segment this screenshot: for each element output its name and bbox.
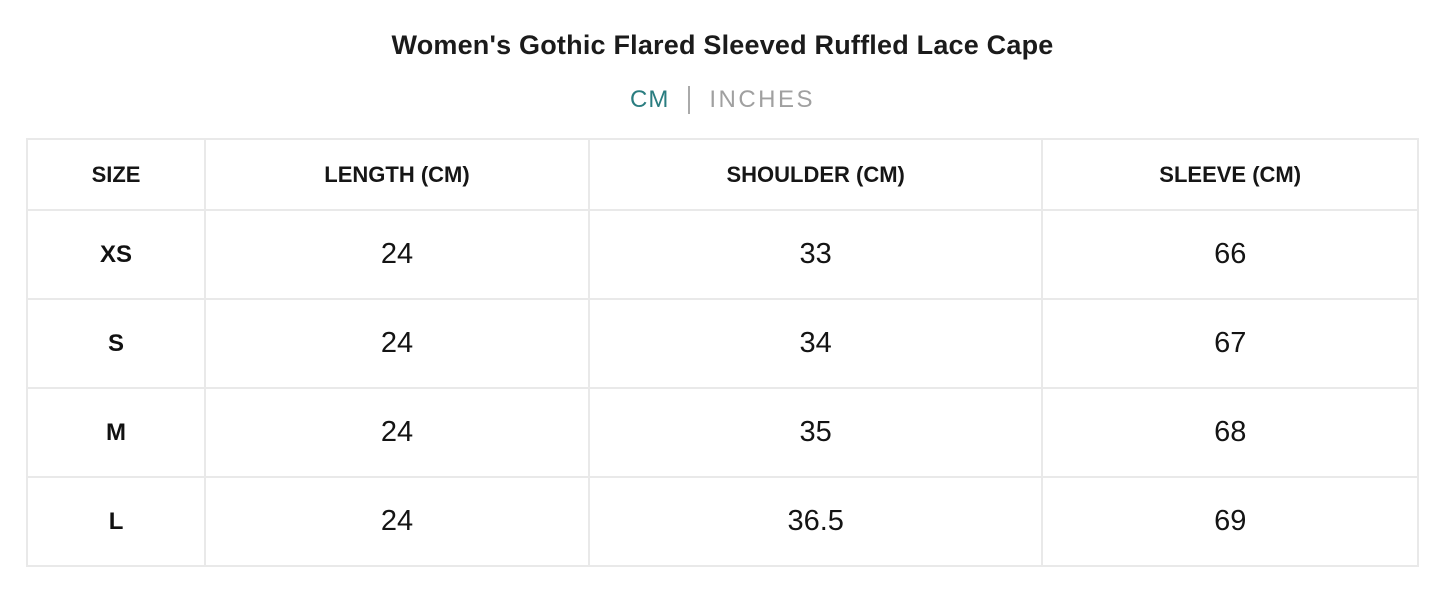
table-row: XS 24 33 66: [25, 209, 1419, 300]
length-value: 24: [204, 298, 590, 389]
size-label: S: [25, 298, 207, 389]
sleeve-value: 68: [1041, 387, 1419, 478]
column-header-length: LENGTH (CM): [204, 138, 590, 211]
length-value: 24: [204, 387, 590, 478]
length-value: 24: [204, 209, 590, 300]
table-row: L 24 36.5 69: [25, 476, 1419, 567]
size-chart-table-container: SIZE LENGTH (CM) SHOULDER (CM) SLEEVE (C…: [25, 138, 1419, 567]
table-header-row: SIZE LENGTH (CM) SHOULDER (CM) SLEEVE (C…: [25, 138, 1419, 211]
table-row: M 24 35 68: [25, 387, 1419, 478]
size-chart-table: SIZE LENGTH (CM) SHOULDER (CM) SLEEVE (C…: [25, 138, 1419, 567]
shoulder-value: 34: [587, 298, 1044, 389]
shoulder-value: 36.5: [587, 476, 1044, 567]
shoulder-value: 35: [587, 387, 1044, 478]
size-label: L: [25, 476, 207, 567]
unit-option-cm[interactable]: CM: [629, 86, 670, 113]
size-label: XS: [25, 209, 207, 300]
sleeve-value: 67: [1041, 298, 1419, 389]
column-header-shoulder: SHOULDER (CM): [587, 138, 1044, 211]
table-row: S 24 34 67: [25, 298, 1419, 389]
length-value: 24: [204, 476, 590, 567]
sleeve-value: 69: [1041, 476, 1419, 567]
unit-option-inches[interactable]: INCHES: [709, 86, 815, 113]
column-header-sleeve: SLEEVE (CM): [1041, 138, 1419, 211]
size-chart-page: Women's Gothic Flared Sleeved Ruffled La…: [0, 30, 1445, 609]
unit-toggle: CM INCHES: [0, 86, 1445, 114]
size-label: M: [25, 387, 207, 478]
sleeve-value: 66: [1041, 209, 1419, 300]
column-header-size: SIZE: [25, 138, 207, 211]
unit-toggle-divider: [688, 86, 691, 114]
page-title: Women's Gothic Flared Sleeved Ruffled La…: [391, 30, 1054, 60]
shoulder-value: 33: [587, 209, 1044, 300]
